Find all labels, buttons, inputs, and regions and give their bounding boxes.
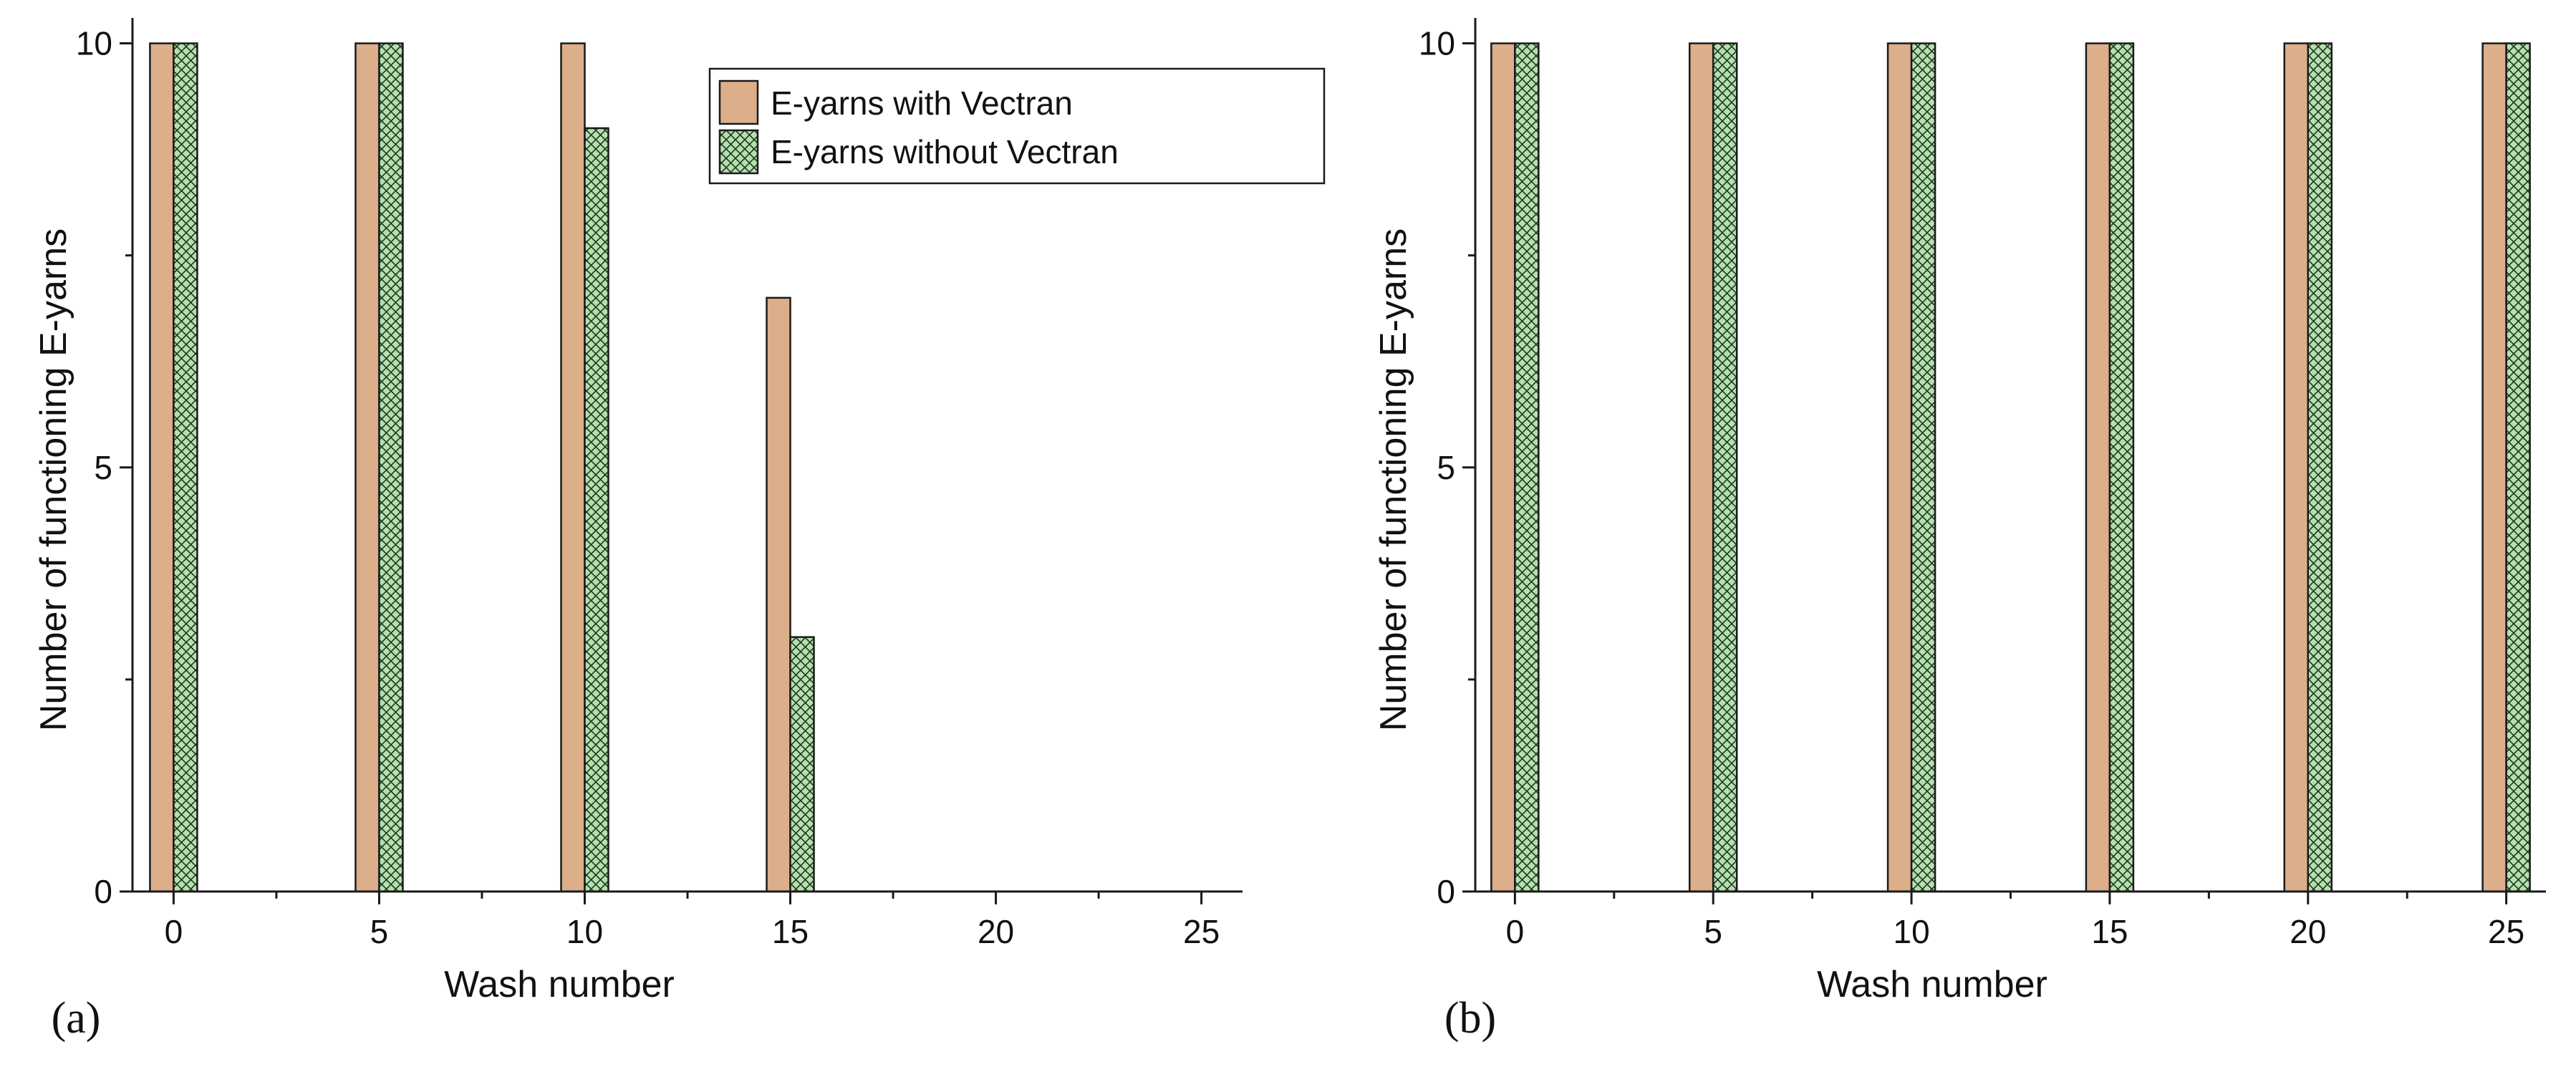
chart-panel-a: 0 5 10 15 20 25 0 5 10 Wash number Number of fun… (33, 18, 1326, 1043)
bar-without-vectran-a-wash-10 (584, 127, 609, 893)
y-tick-label-b: 5 (1437, 449, 1455, 486)
x-axis-label-a: Wash number (444, 964, 675, 1005)
y-tick-label-a: 5 (94, 449, 112, 486)
bar-without-vectran-b-wash-20 (2307, 42, 2333, 893)
x-tick-label-a: 10 (566, 913, 603, 950)
bar-with-vectran-b-wash-20 (2283, 42, 2310, 893)
x-tick-label-b: 5 (1704, 913, 1722, 950)
bar-with-vectran-a-wash-10 (560, 42, 586, 893)
x-tick-label-b: 25 (2488, 913, 2524, 950)
panel-label-b: (b) (1444, 994, 1496, 1043)
bar-with-vectran-b-wash-0 (1490, 42, 1516, 893)
x-tick-label-b: 15 (2091, 913, 2128, 950)
bar-with-vectran-b-wash-25 (2481, 42, 2507, 893)
bar-without-vectran-b-wash-25 (2505, 42, 2531, 893)
y-tick-label-b: 0 (1437, 873, 1455, 910)
chart-panel-b: 0 5 10 15 20 25 0 5 10 Wash number Number of fun… (1373, 18, 2546, 1043)
legend-label-with-vectran: E-yarns with Vectran (771, 84, 1073, 122)
ticks-b: 0 5 10 15 20 25 0 5 10 (1419, 25, 2524, 950)
x-tick-label-a: 5 (370, 913, 389, 950)
x-axis-label-b: Wash number (1817, 964, 2047, 1005)
y-tick-label-a: 0 (94, 873, 112, 910)
ticks-a: 0 5 10 15 20 25 0 5 10 (76, 25, 1220, 950)
y-axis-label-b: Number of functioning E-yarns (1373, 228, 1414, 731)
bar-without-vectran-b-wash-5 (1712, 42, 1738, 893)
x-tick-label-b: 20 (2290, 913, 2326, 950)
legend-box (708, 67, 1326, 185)
legend-swatch-without-vectran (718, 129, 759, 175)
bar-without-vectran-b-wash-10 (1910, 42, 1936, 893)
legend-swatch-with-vectran (718, 79, 759, 125)
bar-without-vectran-b-wash-15 (2108, 42, 2135, 893)
bar-with-vectran-a-wash-5 (354, 42, 380, 893)
x-tick-label-a: 20 (978, 913, 1014, 950)
bar-with-vectran-a-wash-15 (766, 296, 791, 893)
bar-with-vectran-b-wash-10 (1886, 42, 1913, 893)
x-tick-label-b: 0 (1506, 913, 1525, 950)
x-tick-label-a: 15 (772, 913, 809, 950)
legend-label-without-vectran: E-yarns without Vectran (771, 133, 1119, 170)
y-axis-label-a: Number of functioning E-yarns (33, 228, 74, 731)
bars-a (149, 42, 815, 893)
bars-b (1490, 42, 2531, 893)
x-tick-label-a: 25 (1183, 913, 1220, 950)
bar-with-vectran-b-wash-5 (1688, 42, 1714, 893)
bar-without-vectran-a-wash-0 (173, 42, 198, 893)
bar-with-vectran-a-wash-0 (149, 42, 175, 893)
bar-without-vectran-a-wash-5 (378, 42, 404, 893)
y-tick-label-b: 10 (1419, 25, 1455, 62)
panel-label-a: (a) (52, 994, 101, 1043)
axes-b (1474, 18, 2546, 893)
y-tick-label-a: 10 (76, 25, 112, 62)
x-tick-label-b: 10 (1893, 913, 1929, 950)
bar-without-vectran-a-wash-15 (789, 636, 815, 893)
legend: E-yarns with Vectran E-yarns without Vec… (708, 67, 1326, 185)
bar-with-vectran-b-wash-15 (2085, 42, 2111, 893)
x-tick-label-a: 0 (165, 913, 183, 950)
bar-without-vectran-b-wash-0 (1514, 42, 1540, 893)
